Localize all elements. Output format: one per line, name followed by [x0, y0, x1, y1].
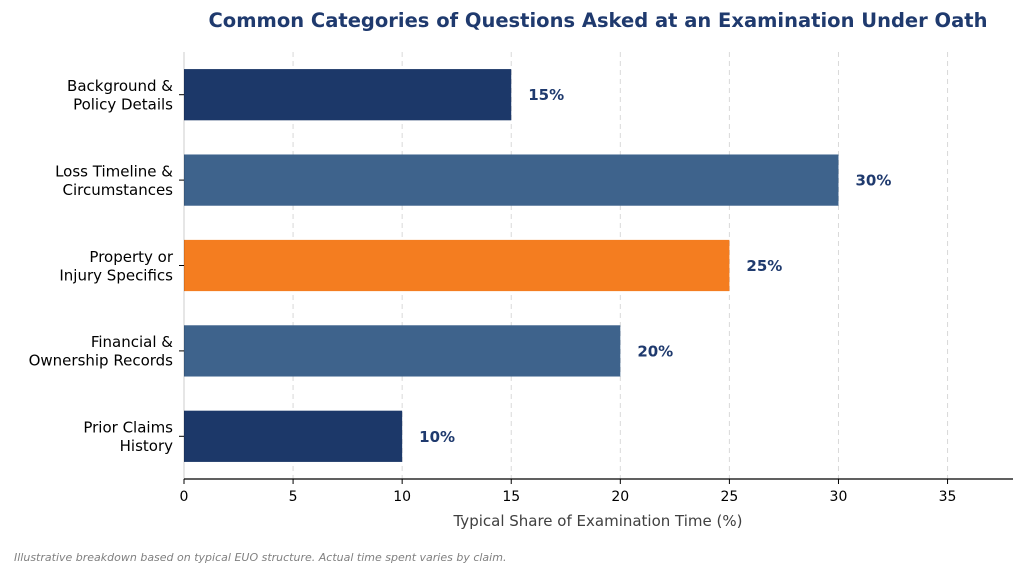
x-tick-label: 20 [611, 489, 629, 505]
value-label: 15% [528, 86, 564, 104]
bar [184, 69, 512, 121]
value-label: 25% [746, 257, 782, 275]
value-labels: 15% 30% 25% 20% 10% [419, 86, 891, 446]
value-label: 20% [637, 342, 673, 360]
bar [184, 154, 839, 206]
x-axis: 0 5 10 15 20 25 30 35 [180, 478, 1013, 505]
x-axis-label: Typical Share of Examination Time (%) [452, 512, 742, 530]
y-tick-label: Property or Injury Specifics [59, 248, 173, 285]
x-tick-label: 25 [720, 489, 738, 505]
x-tick-label: 5 [289, 489, 298, 505]
bar [184, 325, 621, 377]
x-tick-label: 0 [180, 489, 189, 505]
x-tick-label: 35 [939, 489, 957, 505]
value-label: 30% [855, 172, 891, 190]
x-tick-label: 10 [393, 489, 411, 505]
y-axis-labels: Background & Policy Details Loss Timeline … [29, 52, 185, 479]
value-label: 10% [419, 428, 455, 446]
bar [184, 410, 403, 462]
bar [184, 239, 730, 292]
chart-title: Common Categories of Questions Asked at … [209, 9, 988, 32]
footnote: Illustrative breakdown based on typical … [14, 551, 507, 564]
grid-lines [292, 52, 949, 479]
y-tick-label: Financial & Ownership Records [29, 333, 174, 370]
y-tick-label: Background & Policy Details [67, 77, 173, 114]
bars [184, 69, 839, 462]
y-tick-label: Loss Timeline & Circumstances [55, 162, 173, 199]
y-tick-label: Prior Claims History [83, 419, 173, 456]
x-tick-label: 30 [830, 489, 848, 505]
x-tick-label: 15 [502, 489, 520, 505]
